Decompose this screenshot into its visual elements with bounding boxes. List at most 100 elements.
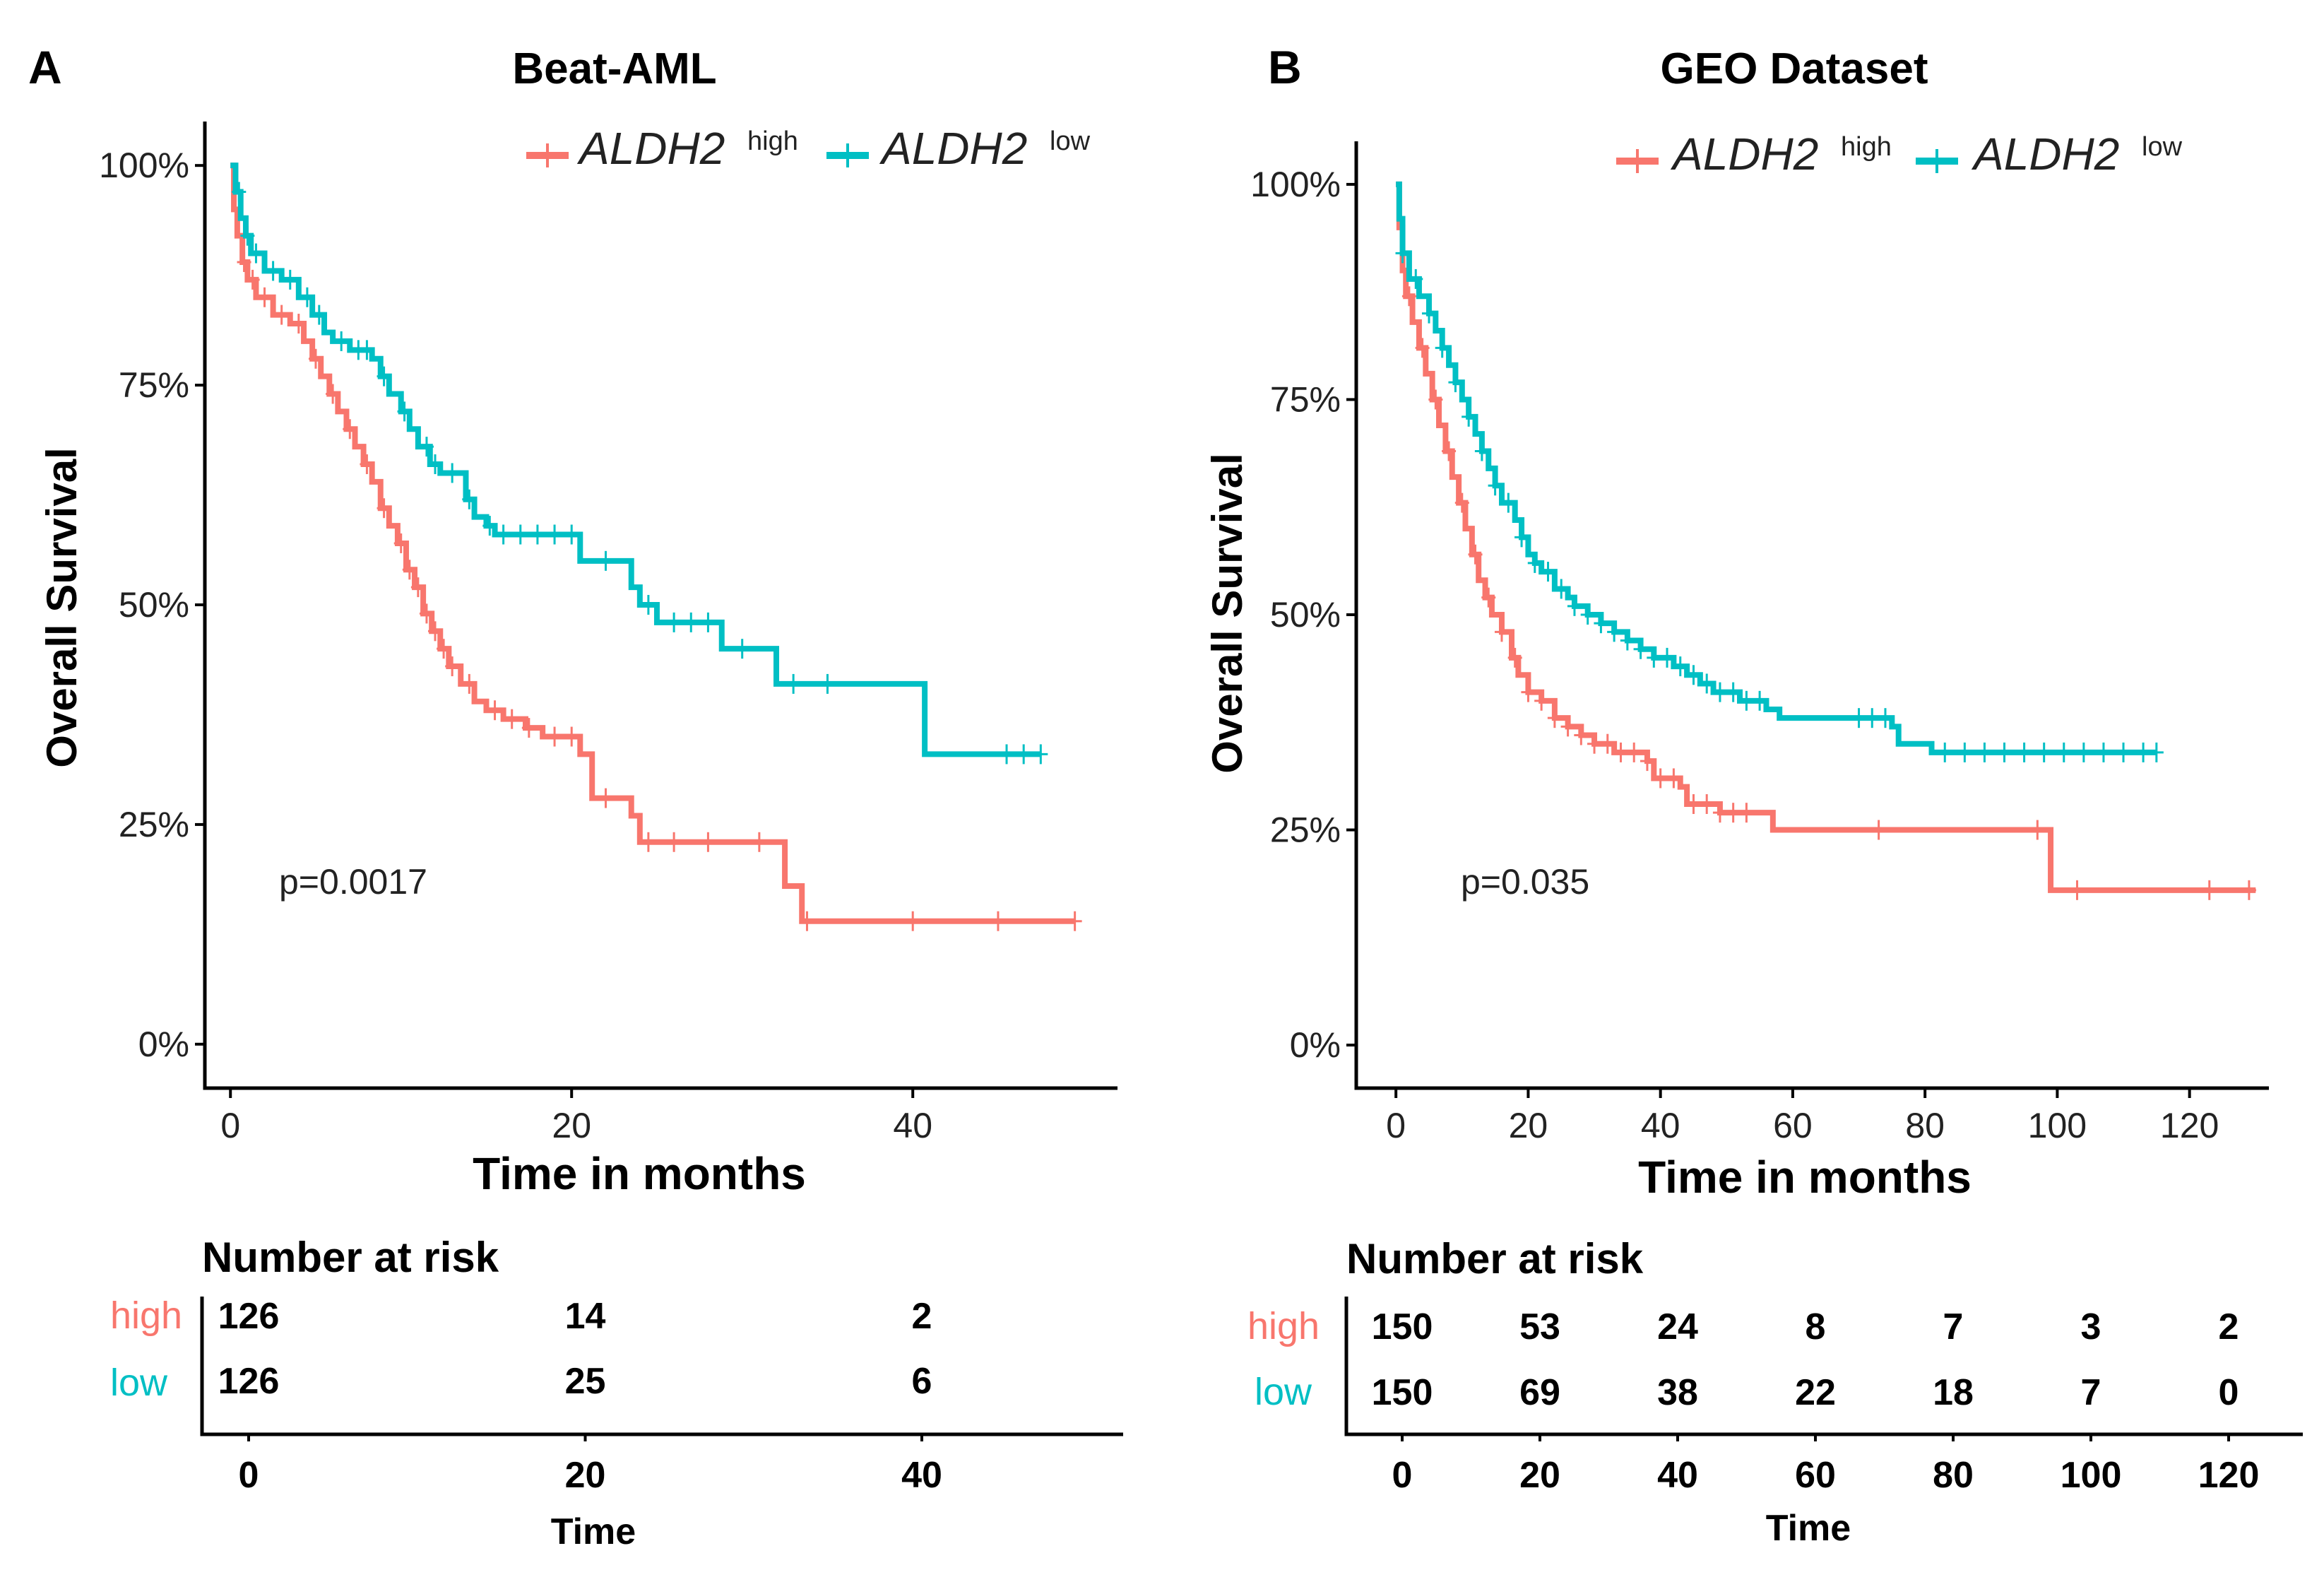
legend-low-sup: low (2142, 132, 2183, 162)
legend-high-label: ALDH2 (1670, 129, 1818, 179)
risk-x-tick-label: 20 (565, 1455, 606, 1496)
panel-b-x-ticks: 0 20 40 60 80 100 120 (1386, 1088, 2219, 1145)
y-tick-label: 50% (119, 585, 189, 625)
y-tick-label: 25% (1270, 810, 1341, 850)
legend-low-key (1916, 149, 1958, 173)
panel-b-legend: ALDH2 high ALDH2 low (1616, 129, 2183, 179)
y-tick-label: 75% (119, 365, 189, 405)
y-tick-label: 0% (1290, 1025, 1341, 1065)
risk-count-low: 0 (2219, 1372, 2239, 1413)
risk-count-low: 7 (2081, 1372, 2101, 1413)
panel-a-legend: ALDH2 high ALDH2 low (526, 123, 1091, 174)
y-tick-label: 25% (119, 805, 189, 844)
risk-x-tick-label: 0 (239, 1455, 259, 1496)
x-tick-label: 100 (2028, 1106, 2087, 1145)
legend-low-sup: low (1050, 126, 1091, 156)
risk-count-high: 2 (912, 1296, 932, 1337)
legend-high-sup: high (747, 126, 798, 156)
risk-table-title: Number at risk (1346, 1235, 1644, 1282)
panel-b-xlabel: Time in months (1638, 1152, 1972, 1203)
legend-low-key (826, 143, 869, 167)
y-tick-label: 50% (1270, 595, 1341, 635)
risk-count-low: 69 (1519, 1372, 1560, 1413)
panel-b-risk-cells: 150 53 24 8 7 3 2 150 69 38 22 18 7 0 0 20 40 60 80 100 120 (1372, 1306, 2260, 1496)
x-tick-label: 40 (893, 1106, 932, 1145)
legend-high-sup: high (1841, 132, 1892, 162)
risk-table-axes (200, 1297, 1123, 1436)
x-tick-label: 120 (2160, 1106, 2219, 1145)
panel-b-p-value: p=0.035 (1461, 862, 1589, 902)
x-tick-label: 40 (1641, 1106, 1680, 1145)
panel-b-risk-table: Number at risk high low 150 53 24 8 7 3 2 150 69… (1247, 1235, 2303, 1549)
legend-high-key (526, 143, 569, 167)
panel-a-axes (203, 122, 1117, 1090)
risk-table-xlabel: Time (551, 1511, 636, 1552)
risk-count-high: 3 (2081, 1306, 2101, 1347)
risk-table-title: Number at risk (202, 1234, 499, 1281)
y-tick-label: 100% (1250, 165, 1341, 204)
panel-b: B GEO Dataset Overall Survival Time in m… (1204, 41, 2303, 1549)
panel-a-ylabel: Overall Survival (38, 447, 85, 768)
risk-table-xlabel: Time (1766, 1508, 1851, 1549)
risk-x-tick-label: 20 (1519, 1455, 1560, 1496)
risk-group-low: low (1255, 1371, 1312, 1413)
x-tick-label: 20 (552, 1106, 591, 1145)
panel-a-y-ticks: 0% 25% 50% 75% 100% (99, 146, 205, 1064)
panel-a-p-value: p=0.0017 (279, 862, 427, 902)
risk-count-high: 7 (1943, 1306, 1964, 1347)
y-tick-label: 0% (138, 1025, 189, 1064)
risk-count-high: 24 (1657, 1306, 1698, 1347)
x-tick-label: 0 (220, 1106, 240, 1145)
panel-a-x-ticks: 0 20 40 (220, 1088, 932, 1145)
risk-x-tick-label: 40 (1657, 1455, 1698, 1496)
panel-a-xlabel: Time in months (473, 1148, 806, 1199)
panel-b-axes (1354, 141, 2269, 1090)
panel-b-curves (1395, 181, 2256, 900)
panel-a-title: Beat-AML (512, 45, 716, 93)
x-tick-label: 20 (1509, 1106, 1548, 1145)
panel-b-ylabel: Overall Survival (1204, 453, 1251, 774)
risk-table-axes (1344, 1297, 2303, 1436)
x-tick-label: 80 (1905, 1106, 1945, 1145)
curve-high (230, 163, 1075, 924)
risk-count-low: 150 (1372, 1372, 1433, 1413)
risk-count-low: 25 (565, 1361, 606, 1402)
y-tick-label: 75% (1270, 379, 1341, 419)
panel-b-title: GEO Dataset (1660, 45, 1928, 93)
curve-low (1396, 181, 2157, 755)
risk-group-low: low (110, 1362, 168, 1404)
legend-low-label: ALDH2 (1971, 129, 2119, 179)
risk-x-tick-label: 120 (2198, 1455, 2260, 1496)
legend-low-label: ALDH2 (879, 123, 1027, 174)
risk-count-high: 2 (2219, 1306, 2239, 1347)
panel-a: A Beat-AML Overall Survival Time in mont… (28, 41, 1123, 1552)
x-tick-label: 0 (1386, 1106, 1406, 1145)
risk-count-high: 14 (565, 1296, 606, 1337)
x-tick-label: 60 (1773, 1106, 1813, 1145)
risk-count-high: 8 (1806, 1306, 1826, 1347)
risk-x-tick-label: 100 (2061, 1455, 2122, 1496)
panel-a-risk-table: Number at risk high low 126 14 2 126 25 6 0 20 4… (110, 1234, 1123, 1552)
legend-high-label: ALDH2 (576, 123, 725, 174)
risk-count-low: 38 (1657, 1372, 1698, 1413)
risk-count-low: 18 (1933, 1372, 1974, 1413)
risk-count-low: 126 (218, 1361, 280, 1402)
panel-b-label: B (1268, 41, 1302, 93)
risk-count-high: 150 (1372, 1306, 1433, 1347)
risk-group-high: high (110, 1294, 182, 1337)
risk-x-tick-label: 40 (901, 1455, 942, 1496)
y-tick-label: 100% (99, 146, 189, 185)
risk-group-high: high (1247, 1305, 1320, 1347)
risk-count-low: 22 (1795, 1372, 1836, 1413)
panel-b-y-ticks: 0% 25% 50% 75% 100% (1250, 165, 1356, 1065)
risk-count-high: 126 (218, 1296, 280, 1337)
panel-a-risk-cells: 126 14 2 126 25 6 0 20 40 (218, 1296, 942, 1496)
panel-a-curves (230, 163, 1082, 931)
risk-x-tick-label: 0 (1392, 1455, 1413, 1496)
risk-x-tick-label: 80 (1933, 1455, 1974, 1496)
risk-count-high: 53 (1519, 1306, 1560, 1347)
curve-low (230, 163, 1041, 757)
risk-x-tick-label: 60 (1795, 1455, 1836, 1496)
legend-high-key (1616, 149, 1659, 173)
